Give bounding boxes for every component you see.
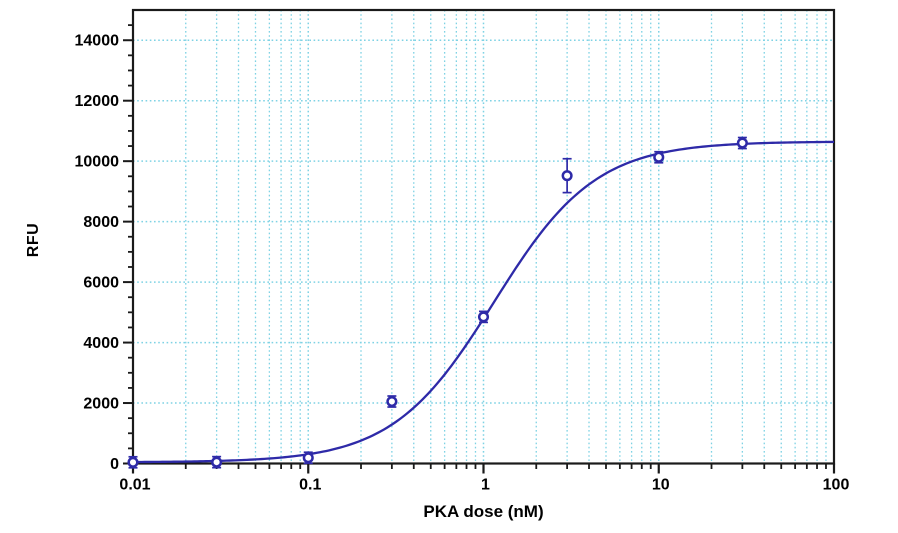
data-point: [736, 137, 748, 149]
data-point: [653, 151, 665, 163]
x-tick-label: 1: [481, 477, 490, 494]
data-point: [561, 170, 573, 182]
data-point: [477, 311, 490, 323]
data-point: [127, 456, 139, 468]
y-tick-label: 14000: [75, 33, 120, 50]
data-point: [211, 456, 223, 468]
y-tick-label: 4000: [83, 335, 119, 352]
x-axis-title: PKA dose (nM): [423, 502, 544, 521]
y-tick-label: 2000: [83, 396, 119, 413]
x-tick-label: 0.01: [119, 477, 150, 494]
y-tick-label: 10000: [75, 154, 120, 171]
data-point: [302, 452, 314, 464]
data-point: [386, 395, 398, 408]
y-tick-label: 0: [110, 456, 119, 473]
y-tick-label: 6000: [83, 275, 119, 292]
y-axis-title: RFU: [25, 222, 42, 258]
x-tick-label: 0.1: [299, 477, 321, 494]
x-tick-label: 10: [652, 477, 670, 494]
y-tick-label: 12000: [75, 93, 120, 110]
y-tick-label: 8000: [83, 214, 119, 231]
x-tick-label: 100: [823, 477, 850, 494]
